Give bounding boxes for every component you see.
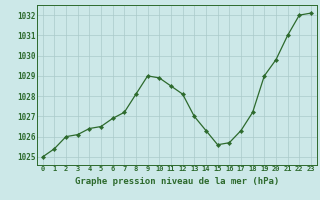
X-axis label: Graphe pression niveau de la mer (hPa): Graphe pression niveau de la mer (hPa) [75,177,279,186]
